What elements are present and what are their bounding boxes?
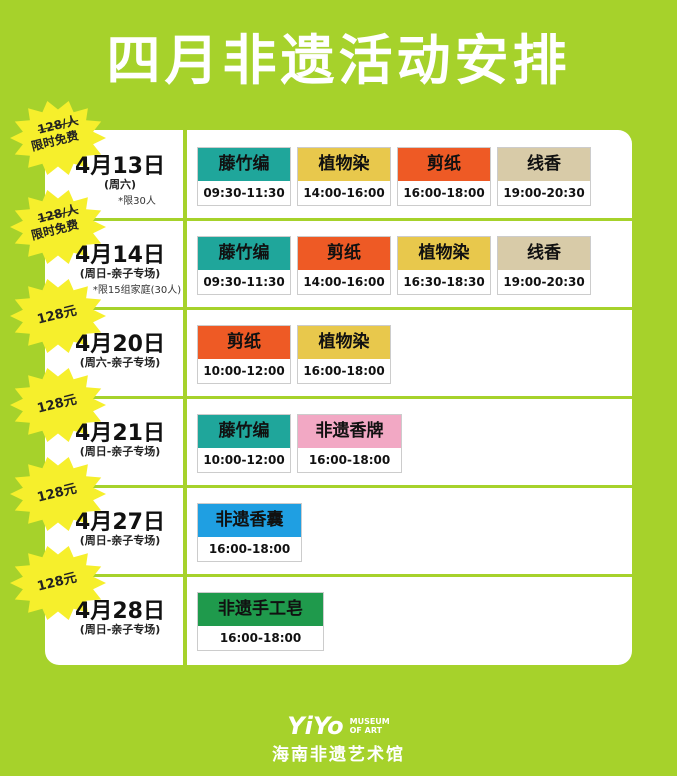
activity-time: 16:00-18:00 [308, 453, 391, 467]
activity-name: 植物染 [398, 237, 490, 270]
activity-time: 10:00-12:00 [203, 364, 285, 378]
star-shape [10, 546, 106, 620]
activity-card: 剪纸 14:00-16:00 [297, 236, 391, 295]
activity-name: 剪纸 [198, 326, 290, 359]
activity-card: 非遗香牌 16:00-18:00 [297, 414, 402, 473]
day: (周六) [103, 178, 137, 191]
starburst [10, 368, 106, 442]
activity-time: 16:00-18:00 [403, 186, 485, 200]
activity-time: 19:00-20:30 [503, 275, 585, 289]
activity-card: 非遗香囊 16:00-18:00 [197, 503, 302, 562]
activity-name: 藤竹编 [198, 415, 290, 448]
activity-card: 藤竹编 09:30-11:30 [197, 236, 291, 295]
activity-time: 16:00-18:00 [219, 631, 302, 645]
logo: YiYo [287, 712, 344, 740]
museum: MUSEUM [349, 717, 390, 726]
price-badge: 128元 [8, 543, 108, 623]
activity-card: 剪纸 16:00-18:00 [397, 147, 491, 206]
day: (周日-亲子专场) [79, 267, 161, 280]
activity-name: 剪纸 [298, 237, 390, 270]
note: *限15组家庭(30人) [92, 285, 182, 296]
of-art: OF ART [349, 726, 383, 735]
activity-card: 线香 19:00-20:30 [497, 236, 591, 295]
price-badge: 128元 [8, 365, 108, 445]
museum-name: 海南非遗艺术馆 [272, 745, 405, 765]
activity-card: 植物染 14:00-16:00 [297, 147, 391, 206]
activity-name: 剪纸 [398, 148, 490, 181]
star-shape [10, 190, 106, 264]
activity-card: 植物染 16:00-18:00 [297, 325, 391, 384]
day: (周六-亲子专场) [79, 356, 161, 369]
row-separator [45, 485, 632, 488]
star-shape [10, 457, 106, 531]
activity-name: 线香 [498, 237, 590, 270]
activity-name: 藤竹编 [198, 148, 290, 181]
starburst [10, 279, 106, 353]
activity-time: 10:00-12:00 [203, 453, 285, 467]
footer: YiYo MUSEUM OF ART 海南非遗艺术馆 [0, 712, 677, 765]
activity-time: 14:00-16:00 [303, 275, 385, 289]
date: 4月20日 [75, 332, 165, 357]
price-badge: 128/人 限时免费 [8, 98, 108, 178]
row-separator [45, 574, 632, 577]
activity-card: 剪纸 10:00-12:00 [197, 325, 291, 384]
activity-name: 非遗手工皂 [198, 593, 323, 626]
date: 4月27日 [75, 510, 165, 535]
activity-name: 藤竹编 [198, 237, 290, 270]
activity-time: 14:00-16:00 [303, 186, 385, 200]
row-separator [45, 396, 632, 399]
activity-time: 09:30-11:30 [203, 275, 285, 289]
logo-row: YiYo MUSEUM OF ART [0, 712, 677, 740]
date: 4月21日 [75, 421, 165, 446]
row-separator [45, 307, 632, 310]
star-shape [10, 279, 106, 353]
activity-card: 非遗手工皂 16:00-18:00 [197, 592, 324, 651]
price-badge: 128/人 限时免费 [8, 187, 108, 267]
activity-card: 植物染 16:30-18:30 [397, 236, 491, 295]
star-shape [10, 368, 106, 442]
activity-time: 16:30-18:30 [403, 275, 485, 289]
row-separator [45, 218, 632, 221]
date: 4月28日 [75, 599, 165, 624]
day: (周日-亲子专场) [79, 534, 161, 547]
star-shape [10, 101, 106, 175]
activity-card: 线香 19:00-20:30 [497, 147, 591, 206]
starburst [10, 101, 106, 175]
activity-card: 藤竹编 09:30-11:30 [197, 147, 291, 206]
date: 4月13日 [75, 154, 165, 179]
day: (周日-亲子专场) [79, 445, 161, 458]
activity-time: 16:00-18:00 [208, 542, 291, 556]
activity-name: 非遗香囊 [198, 504, 301, 537]
starburst [10, 457, 106, 531]
activity-time: 09:30-11:30 [203, 186, 285, 200]
day: (周日-亲子专场) [79, 623, 161, 636]
starburst [10, 546, 106, 620]
activity-name: 非遗香牌 [298, 415, 401, 448]
activity-name: 植物染 [298, 326, 390, 359]
title: 四月非遗活动安排 [106, 29, 571, 92]
price-badge: 128元 [8, 276, 108, 356]
starburst [10, 190, 106, 264]
logo-sub: MUSEUM OF ART [350, 717, 390, 735]
date: 4月14日 [75, 243, 165, 268]
activity-name: 植物染 [298, 148, 390, 181]
activity-time: 19:00-20:30 [503, 186, 585, 200]
price-badge: 128元 [8, 454, 108, 534]
activity-name: 线香 [498, 148, 590, 181]
activity-time: 16:00-18:00 [303, 364, 385, 378]
activity-card: 藤竹编 10:00-12:00 [197, 414, 291, 473]
note: *限30人 [118, 196, 156, 207]
